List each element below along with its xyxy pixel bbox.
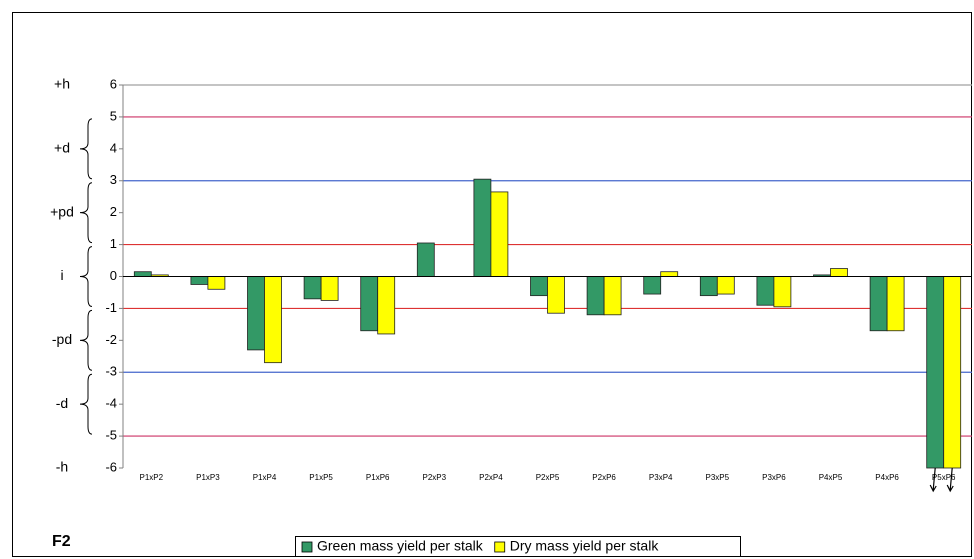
x-tick-label: P2xP6 (592, 473, 616, 482)
bar (360, 276, 379, 332)
y-tick-label: -2 (105, 332, 117, 347)
x-tick-label: P2xP5 (536, 473, 560, 482)
y-tick-label: -6 (105, 459, 117, 474)
bar (207, 276, 226, 290)
bar (264, 276, 282, 364)
legend-swatch (494, 541, 506, 553)
zone-label: -pd (52, 331, 72, 347)
bar (756, 276, 775, 306)
zone-brace (79, 118, 93, 180)
bar (490, 191, 509, 277)
bar (190, 276, 209, 285)
bar (547, 276, 565, 314)
overflow-arrow (946, 467, 954, 493)
y-tick-label: 0 (110, 268, 117, 283)
x-tick-label: P1xP4 (253, 473, 277, 482)
x-tick-label: P4xP6 (875, 473, 899, 482)
bar (416, 242, 435, 277)
overflow-arrow (929, 467, 937, 493)
bar (886, 276, 905, 332)
zone-label: i (60, 267, 63, 283)
zone-brace (79, 182, 93, 244)
x-tick-label: P1xP5 (309, 473, 333, 482)
y-tick-label: 6 (110, 76, 117, 91)
x-tick-label: P2xP4 (479, 473, 503, 482)
zone-label: -d (56, 395, 68, 411)
y-tick-label: 3 (110, 172, 117, 187)
x-tick-label: P1xP3 (196, 473, 220, 482)
zone-label: -h (56, 459, 68, 475)
y-tick-label: 5 (110, 108, 117, 123)
x-tick-label: P3xP6 (762, 473, 786, 482)
bar (320, 276, 339, 301)
y-tick-label: -3 (105, 364, 117, 379)
bar (869, 276, 888, 332)
y-tick-label: -5 (105, 428, 117, 443)
bar (773, 276, 792, 308)
x-tick-label: P1xP2 (140, 473, 164, 482)
legend-label: Green mass yield per stalk (317, 538, 484, 554)
bar (473, 178, 492, 277)
zone-brace (79, 309, 93, 371)
bar (943, 276, 962, 469)
zone-brace (79, 246, 93, 307)
bar (643, 276, 662, 295)
x-tick-label: P1xP6 (366, 473, 390, 482)
legend-label: Dry mass yield per stalk (510, 538, 660, 554)
zone-label: +d (54, 140, 70, 156)
bar (530, 276, 548, 297)
y-tick-label: 1 (110, 236, 117, 251)
bar (377, 276, 396, 335)
zone-label: +pd (50, 203, 74, 219)
bar (133, 271, 152, 277)
bar (716, 276, 735, 295)
bar (699, 276, 718, 297)
zone-label: +h (54, 76, 70, 92)
x-tick-label: P3xP5 (706, 473, 730, 482)
bar (830, 268, 848, 277)
y-tick-label: -1 (105, 300, 117, 315)
x-tick-label: P3xP4 (649, 473, 673, 482)
chart-title: F2 (52, 533, 71, 550)
y-tick-label: 4 (110, 140, 117, 155)
y-tick-label: -4 (105, 396, 117, 411)
bar (926, 276, 945, 469)
zone-brace (79, 373, 93, 435)
bar (660, 271, 679, 277)
bar (247, 276, 265, 351)
chart-border (12, 12, 972, 557)
legend-swatch (301, 541, 313, 553)
bar (586, 276, 605, 316)
x-tick-label: P5xP6 (932, 473, 956, 482)
x-tick-label: P2xP3 (423, 473, 447, 482)
x-tick-label: P4xP5 (819, 473, 843, 482)
bar (303, 276, 322, 300)
legend-box (295, 536, 741, 557)
bar (603, 276, 622, 316)
y-tick-label: 2 (110, 204, 117, 219)
